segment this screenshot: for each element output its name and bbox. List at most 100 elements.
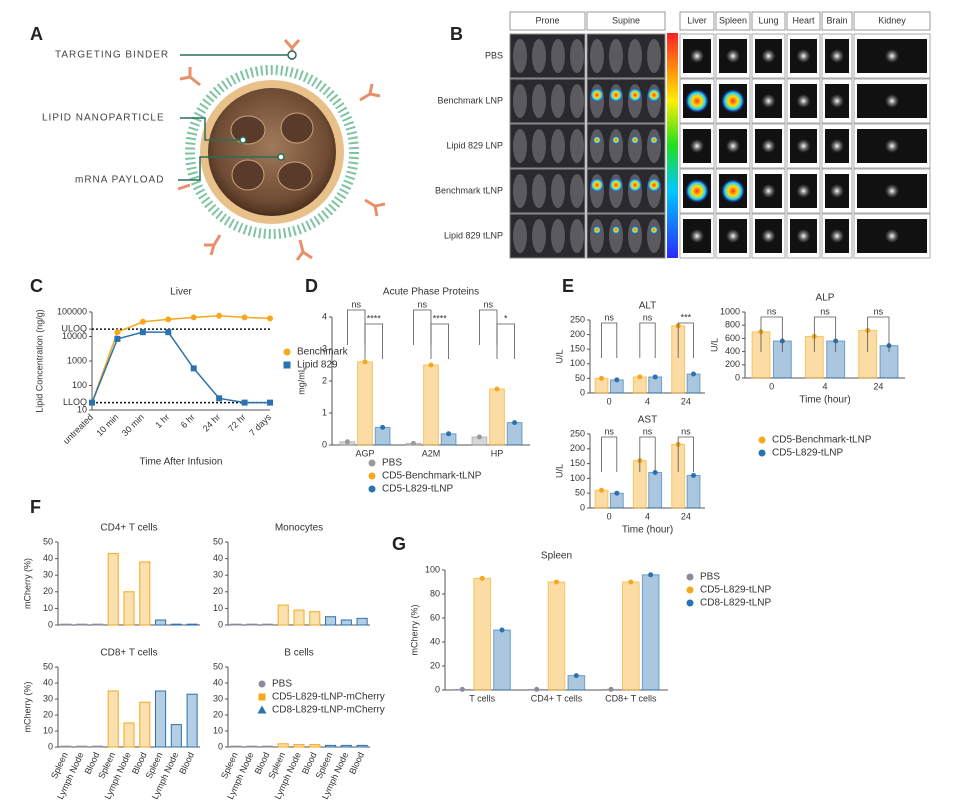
chart-title: Liver (170, 287, 192, 298)
signal (609, 178, 623, 192)
significance-label: ns (820, 306, 830, 316)
bar (155, 619, 167, 626)
signal (628, 178, 642, 192)
significance-bracket (601, 436, 618, 472)
mouse (532, 219, 546, 253)
x-tick-label: untreated (61, 412, 95, 446)
x-tick-label: 10 min (94, 412, 120, 438)
diagram-label: TARGETING BINDER (55, 50, 169, 61)
y-tick-label: 40 (213, 553, 223, 563)
peg-shell (185, 65, 359, 239)
marker (267, 315, 273, 322)
organ-signal (830, 139, 844, 153)
bar (423, 364, 439, 446)
bar (123, 722, 135, 748)
bar (277, 604, 289, 626)
signal (593, 226, 601, 234)
bar-mean-dot (499, 627, 505, 633)
diagram-label: mRNA PAYLOAD (75, 175, 164, 186)
y-axis-label: U/L (554, 349, 564, 363)
mouse (647, 129, 661, 163)
column-header: Lung (758, 15, 778, 25)
bar (506, 422, 523, 446)
bar (107, 553, 119, 626)
x-tick-label: 4 (645, 396, 650, 406)
legend-label: PBS (272, 679, 292, 690)
legend-label: CD5-L829-tLNP-mCherry (272, 692, 385, 703)
organ-signal (796, 229, 811, 243)
significance-label: **** (367, 313, 382, 323)
y-tick-label: 50 (43, 536, 53, 546)
y-tick-label: 20 (43, 586, 53, 596)
x-tick-label: 7 days (247, 412, 273, 438)
y-tick-label: 3 (322, 343, 327, 353)
y-tick-label: 0 (218, 619, 223, 629)
panel-letter: E (562, 276, 574, 296)
column-header-box (786, 11, 821, 31)
y-tick-label: 50 (575, 488, 585, 498)
x-tick-label: Blood (177, 751, 196, 776)
organ-signal (796, 49, 811, 63)
y-tick-label: ULOQ (61, 323, 87, 333)
bar (107, 690, 119, 748)
organ-signal (726, 49, 740, 63)
x-axis-label: Time (hour) (622, 525, 673, 536)
diagram-label: LIPID NANOPARTICLE (42, 113, 165, 124)
bar (139, 701, 151, 748)
legend-label: CD5-Benchmark-tLNP (382, 471, 482, 482)
row-label: Benchmark LNP (437, 95, 503, 105)
legend-label: CD5-L829-tLNP (700, 585, 771, 596)
y-tick-label: 50 (43, 661, 53, 671)
panel-letter: G (392, 534, 406, 554)
bar (686, 474, 701, 509)
chart-title: Acute Phase Proteins (383, 287, 479, 298)
bar-mean-dot (362, 359, 368, 365)
bar-mean-dot (652, 469, 658, 475)
mouse (570, 84, 584, 118)
signal (609, 88, 623, 102)
y-tick-label: 40 (430, 636, 440, 646)
y-tick-label: 0 (580, 387, 585, 397)
column-header-box (853, 11, 931, 31)
y-tick-label: 10 (213, 603, 223, 613)
chart-title: AST (638, 415, 657, 426)
y-tick-label: 40 (213, 677, 223, 687)
x-tick-label: 24 (681, 511, 691, 521)
mouse (532, 174, 546, 208)
legend-marker (283, 348, 291, 356)
legend-label: PBS (700, 572, 720, 583)
y-axis-label: U/L (709, 338, 719, 352)
legend-label: CD5-L829-tLNP (382, 484, 453, 495)
bar (340, 619, 352, 626)
y-tick-label: 50 (213, 661, 223, 671)
x-tick-label: 1 hr (153, 412, 171, 430)
legend-marker (758, 436, 766, 444)
significance-bracket (639, 436, 656, 472)
binders (177, 39, 386, 261)
significance-label: ns (643, 312, 653, 322)
organ-signal (830, 184, 844, 198)
bar (60, 623, 72, 626)
x-axis-label: Time After Infusion (140, 457, 223, 468)
y-tick-label: 40 (43, 553, 53, 563)
y-axis-label: Lipid Concentration (ng/g) (34, 309, 44, 413)
mouse (532, 39, 546, 73)
bar-mean-dot (648, 572, 654, 578)
y-tick-label: 200 (570, 329, 585, 339)
y-tick-label: 30 (213, 693, 223, 703)
signal (631, 226, 639, 234)
y-tick-label: 1000 (720, 306, 740, 316)
y-tick-label: 20 (430, 660, 440, 670)
legend-marker (258, 680, 266, 688)
significance-label: ns (681, 426, 691, 436)
y-tick-label: 20 (213, 586, 223, 596)
bar-mean-dot (614, 377, 620, 383)
x-tick-label: 4 (822, 381, 827, 391)
significance-bracket (760, 316, 783, 352)
y-tick-label: 250 (570, 314, 585, 324)
y-tick-label: 250 (570, 428, 585, 438)
signal (650, 226, 658, 234)
bar-mean-dot (428, 362, 434, 368)
legend-label: Lipid 829 (297, 360, 338, 371)
significance-bracket (639, 322, 656, 358)
